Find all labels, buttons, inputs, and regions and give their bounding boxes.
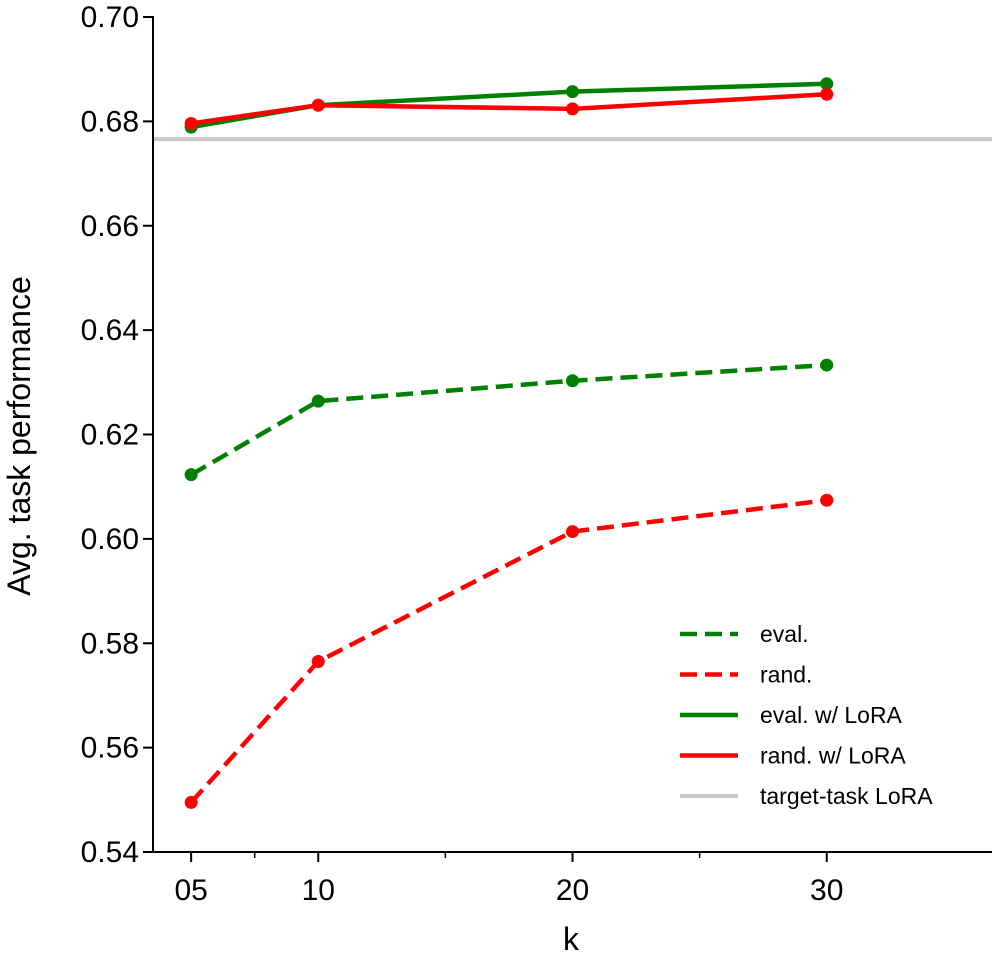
legend-label-target-task-lora: target-task LoRA bbox=[760, 783, 933, 809]
x-axis-title: k bbox=[563, 921, 580, 957]
legend: eval. rand. eval. w/ LoRA rand. w/ LoRA targ… bbox=[680, 621, 933, 809]
data-point-eval-w-lora bbox=[566, 85, 579, 99]
data-point-rand-w-lora bbox=[311, 98, 325, 112]
plot-area bbox=[153, 77, 992, 809]
series-line-eval-w-lora bbox=[190, 81, 827, 130]
data-point-eval bbox=[566, 374, 579, 388]
legend-label-rand-w-lora: rand. w/ LoRA bbox=[760, 743, 906, 769]
series-line-rand-w-lora bbox=[190, 91, 827, 126]
y-tick-label: 0.58 bbox=[81, 627, 139, 660]
data-point-rand bbox=[566, 525, 579, 539]
data-point-eval bbox=[311, 394, 325, 408]
legend-label-eval: eval. bbox=[760, 621, 809, 647]
data-point-rand bbox=[311, 655, 325, 669]
x-tick-label: 05 bbox=[174, 874, 207, 907]
legend-label-eval-w-lora: eval. w/ LoRA bbox=[760, 702, 903, 728]
y-tick-label: 0.68 bbox=[81, 105, 139, 138]
data-point-eval bbox=[820, 358, 834, 372]
legend-label-rand: rand. bbox=[760, 662, 812, 688]
y-axis-title: Avg. task performance bbox=[1, 276, 37, 596]
x-tick-label: 30 bbox=[810, 874, 843, 907]
series-line-eval bbox=[190, 362, 827, 477]
x-axis: 05 10 20 30 bbox=[153, 851, 992, 907]
x-tick-label: 20 bbox=[556, 874, 589, 907]
x-tick-label: 10 bbox=[302, 874, 335, 907]
y-tick-label: 0.60 bbox=[81, 523, 139, 556]
data-point-rand-w-lora bbox=[566, 102, 579, 116]
series-line-rand bbox=[189, 498, 828, 804]
data-point-eval-w-lora bbox=[820, 77, 834, 91]
y-tick-label: 0.54 bbox=[81, 836, 139, 869]
y-tick-label: 0.70 bbox=[81, 1, 139, 34]
y-axis: 0.54 0.56 0.58 0.60 0.62 0.64 0.66 0.68 0.70 bbox=[81, 1, 154, 869]
y-tick-label: 0.64 bbox=[81, 314, 139, 347]
data-point-rand bbox=[184, 795, 198, 809]
y-tick-label: 0.66 bbox=[81, 210, 139, 243]
data-point-rand bbox=[820, 493, 834, 507]
y-tick-label: 0.62 bbox=[81, 419, 139, 452]
y-tick-label: 0.56 bbox=[81, 732, 139, 765]
data-point-eval bbox=[184, 468, 198, 482]
data-point-rand-w-lora bbox=[820, 87, 834, 101]
data-point-rand-w-lora bbox=[184, 116, 198, 130]
